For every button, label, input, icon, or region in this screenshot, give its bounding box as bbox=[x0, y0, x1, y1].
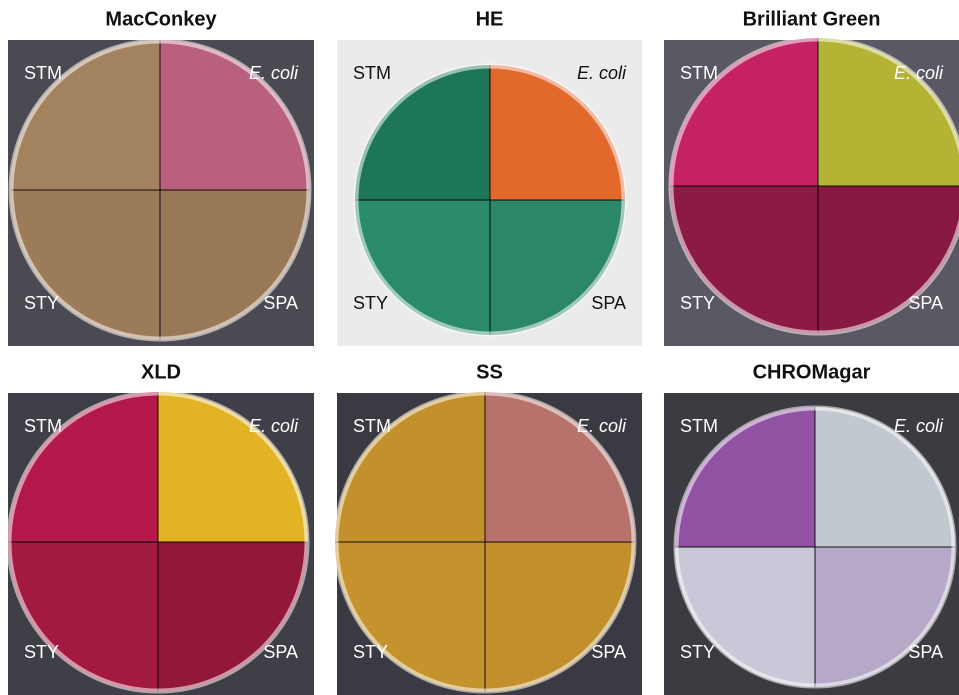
strain-label: STM bbox=[680, 416, 718, 436]
strain-label: STM bbox=[680, 63, 718, 83]
plate-rim bbox=[668, 36, 959, 336]
panel: XLD STM E. coli STY SPA bbox=[6, 361, 314, 695]
strain-label: STY bbox=[24, 642, 59, 662]
plate-rim bbox=[353, 63, 627, 337]
strain-label: SPA bbox=[908, 293, 943, 313]
strain-label: SPA bbox=[591, 293, 626, 313]
strain-label: STY bbox=[680, 293, 715, 313]
panel-title: MacConkey bbox=[105, 8, 217, 30]
panel: CHROMagar STM E. coli STY SPA bbox=[664, 361, 959, 695]
strain-label: STM bbox=[353, 63, 391, 83]
panel-title: CHROMagar bbox=[753, 361, 871, 383]
plate-rim bbox=[8, 38, 312, 342]
strain-label: SPA bbox=[908, 642, 943, 662]
plate-rim bbox=[673, 405, 957, 689]
strain-label: SPA bbox=[591, 642, 626, 662]
panel: Brilliant Green STM E. coli STY SPA bbox=[664, 8, 959, 346]
strain-label: E. coli bbox=[249, 416, 299, 436]
strain-label: E. coli bbox=[894, 63, 944, 83]
strain-label: E. coli bbox=[577, 416, 627, 436]
panel-title: HE bbox=[476, 8, 504, 30]
strain-label: STY bbox=[24, 293, 59, 313]
strain-label: STY bbox=[680, 642, 715, 662]
petri-plate bbox=[675, 407, 955, 687]
strain-label: E. coli bbox=[894, 416, 944, 436]
strain-label: STY bbox=[353, 642, 388, 662]
strain-label: STM bbox=[24, 63, 62, 83]
panel: SS STM E. coli STY SPA bbox=[333, 361, 642, 695]
strain-label: STM bbox=[24, 416, 62, 436]
strain-label: E. coli bbox=[577, 63, 627, 83]
panel-title: SS bbox=[476, 361, 503, 383]
petri-plate bbox=[8, 392, 308, 692]
strain-label: STY bbox=[353, 293, 388, 313]
strain-label: STM bbox=[353, 416, 391, 436]
panel: MacConkey STM E. coli STY SPA bbox=[8, 8, 314, 346]
panel-title: XLD bbox=[141, 361, 181, 383]
strain-label: E. coli bbox=[249, 63, 299, 83]
strain-label: SPA bbox=[263, 642, 298, 662]
plate-rim bbox=[6, 390, 310, 694]
plate-rim bbox=[333, 390, 637, 694]
strain-label: SPA bbox=[263, 293, 298, 313]
panel-title: Brilliant Green bbox=[743, 8, 881, 30]
petri-plate bbox=[10, 40, 310, 340]
panel: HE STM E. coli STY SPA bbox=[337, 8, 642, 346]
